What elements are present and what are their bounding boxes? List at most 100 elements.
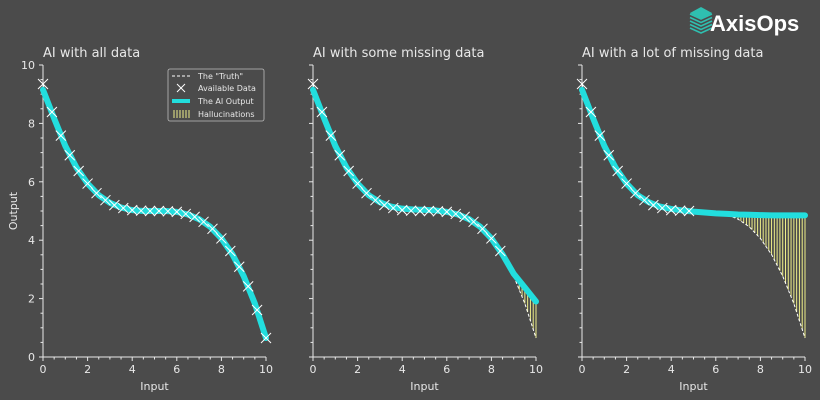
legend: The "Truth" Available Data The AI Output… (167, 68, 265, 122)
legend-hallucination-swatch (173, 110, 190, 118)
logo-top (690, 7, 712, 19)
data-point-marker (396, 204, 408, 216)
x-tick-label: 6 (443, 363, 450, 376)
data-point-marker (621, 178, 632, 189)
logo-layer (689, 16, 713, 24)
data-point-marker (683, 205, 695, 217)
logo-layer (689, 23, 713, 31)
data-point-marker (162, 205, 174, 217)
marker-stroke (171, 206, 183, 218)
marker-stroke (153, 205, 165, 217)
data-point-marker (135, 205, 147, 217)
marker-stroke (198, 216, 209, 228)
x-axis-label: Input (410, 380, 439, 393)
marker-stroke (144, 205, 156, 217)
data-point-marker (450, 208, 462, 220)
marker-stroke (233, 261, 245, 273)
data-point-marker (198, 216, 209, 228)
x-tick-label: 0 (40, 363, 47, 376)
marker-stroke (251, 304, 263, 316)
data-point-marker (630, 187, 641, 199)
marker-stroke (334, 149, 346, 161)
panel-title: AI with some missing data (313, 46, 484, 61)
data-point-marker (91, 187, 102, 199)
legend-box (167, 68, 265, 122)
data-point-marker (207, 223, 218, 235)
x-tick-label: 0 (310, 363, 317, 376)
marker-stroke (216, 233, 227, 244)
panel-2: AI with some missing data 0 2 4 6 8 10 Input (307, 46, 543, 393)
data-point-marker (316, 106, 328, 118)
ai-output-line (40, 86, 269, 342)
x-tick-label: 2 (623, 363, 630, 376)
data-point-marker (100, 194, 111, 206)
legend-hallucination-label: Hallucinations (198, 110, 255, 119)
marker-stroke (242, 280, 254, 292)
y-tick-label: 0 (28, 351, 35, 364)
x-tick-label: 6 (712, 363, 719, 376)
marker-stroke (639, 194, 650, 206)
marker-stroke (260, 332, 272, 344)
data-point-marker (494, 245, 506, 257)
data-point-marker (423, 205, 435, 217)
legend-data-label: Available Data (198, 84, 256, 93)
data-point-marker (468, 216, 479, 228)
brand-name: AxisOps (710, 11, 799, 36)
logo-layer (689, 27, 713, 34)
marker-stroke (73, 165, 85, 177)
legend-truth-label: The "Truth" (197, 72, 243, 81)
data-point-marker (82, 178, 93, 189)
data-point-marker (387, 202, 399, 214)
data-point-marker (189, 211, 200, 223)
data-point-marker (117, 202, 129, 214)
data-point-marker (352, 178, 363, 189)
x-tick-label: 4 (668, 363, 675, 376)
legend-ai-label: The AI Output (197, 97, 254, 106)
marker-stroke (576, 78, 588, 90)
data-point-marker (477, 223, 488, 235)
data-point-marker (379, 199, 390, 211)
data-point-marker (37, 78, 49, 90)
data-point-marker (224, 245, 236, 257)
y-axis-label: Output (7, 191, 20, 230)
data-point-marker (180, 208, 192, 220)
data-point-marker (46, 106, 58, 118)
x-tick-label: 2 (354, 363, 361, 376)
x-tick-label: 0 (579, 363, 586, 376)
data-point-marker (603, 149, 615, 161)
y-tick-label: 2 (28, 293, 35, 306)
marker-stroke (109, 199, 120, 211)
data-point-marker (594, 130, 606, 142)
marker-stroke (494, 245, 506, 257)
data-point-marker (55, 130, 67, 142)
panel-title: AI with all data (43, 46, 140, 61)
marker-stroke (91, 187, 102, 199)
marker-stroke (316, 106, 328, 118)
marker-stroke (55, 130, 67, 142)
data-point-marker (260, 332, 272, 344)
marker-stroke (361, 187, 372, 199)
marker-stroke (352, 178, 363, 189)
data-point-marker (656, 202, 668, 214)
marker-stroke (126, 204, 138, 216)
marker-stroke (307, 78, 319, 90)
marker-stroke (450, 208, 462, 220)
marker-stroke (37, 78, 49, 90)
marker-stroke (387, 202, 399, 214)
panel-3: AI with a lot of missing data 0 2 4 6 8 10 Inpu… (576, 46, 812, 393)
marker-stroke (82, 178, 93, 189)
marker-stroke (594, 130, 606, 142)
panel-1: AI with all data 0 2 4 6 8 10 0 2 4 6 8 10 Input Outpu… (7, 46, 273, 393)
data-point-marker (486, 233, 497, 244)
data-point-marker (612, 165, 624, 177)
marker-stroke (207, 223, 218, 235)
ai-output-line (310, 86, 539, 305)
marker-stroke (612, 165, 624, 177)
data-point-marker (639, 194, 650, 206)
marker-stroke (46, 106, 58, 118)
x-tick-label: 10 (259, 363, 273, 376)
data-point-marker (432, 205, 444, 217)
marker-stroke (441, 206, 453, 218)
panel-title: AI with a lot of missing data (582, 46, 763, 61)
x-axis-label: Input (140, 380, 169, 393)
